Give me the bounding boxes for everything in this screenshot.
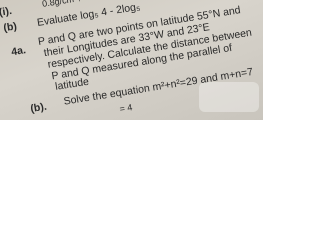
text-line: = 4 — [118, 102, 133, 115]
question-label: 4a. — [10, 44, 27, 59]
page: (i). 0.8g/cm³? the (b) Evaluate log₅ 4 -… — [0, 0, 263, 120]
question-label: (b). — [29, 100, 48, 116]
watermark — [199, 82, 259, 112]
question-label: (b) — [2, 20, 18, 35]
question-label: (i). — [0, 4, 13, 19]
text-line: 0.8g/cm³? — [41, 0, 83, 9]
